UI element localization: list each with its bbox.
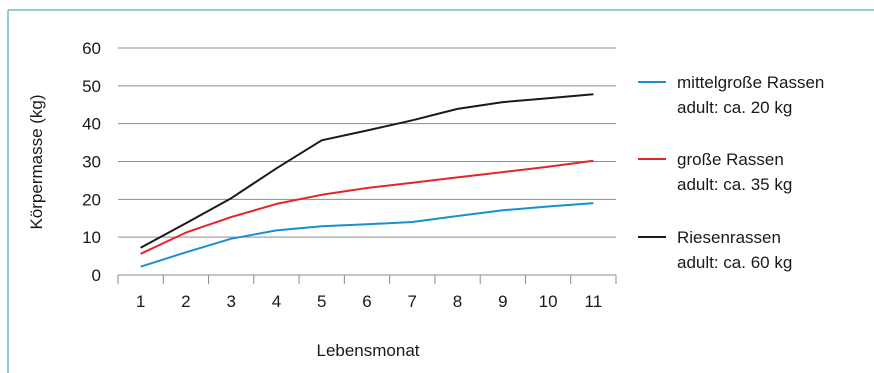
y-tick-label-20: 20 — [82, 190, 101, 209]
series-line-2 — [140, 93, 594, 249]
x-tick-label-8: 8 — [453, 292, 462, 311]
x-tick-label-3: 3 — [226, 292, 235, 311]
series-line-0 — [140, 202, 594, 268]
y-tick-label-30: 30 — [82, 153, 101, 172]
legend: mittelgroße Rassen adult: ca. 20 kg große … — [638, 73, 824, 272]
x-tick-label-11: 11 — [585, 292, 603, 311]
y-tick-label-0: 0 — [92, 266, 101, 285]
x-tick-label-2: 2 — [181, 292, 190, 311]
y-tick-label-10: 10 — [82, 228, 101, 247]
x-tick-label-9: 9 — [498, 292, 507, 311]
legend-label-2: Riesenrassen — [677, 228, 781, 247]
x-tick-label-10: 10 — [539, 292, 558, 311]
y-tick-label-50: 50 — [82, 77, 101, 96]
x-tick-label-4: 4 — [272, 292, 281, 311]
y-axis-label: Körpermasse (kg) — [27, 94, 46, 229]
y-tick-labels: 0 10 20 30 40 50 60 — [82, 39, 101, 285]
series-lines — [140, 93, 594, 268]
legend-label-0: mittelgroße Rassen — [677, 73, 824, 92]
legend-sublabel-2: adult: ca. 60 kg — [677, 253, 792, 272]
x-tick-label-6: 6 — [362, 292, 371, 311]
x-axis-label: Lebensmonat — [316, 341, 419, 360]
series-line-1 — [140, 159, 594, 255]
x-tick-label-5: 5 — [317, 292, 326, 311]
y-tick-label-60: 60 — [82, 39, 101, 58]
x-tick-label-1: 1 — [136, 292, 145, 311]
legend-label-1: große Rassen — [677, 150, 784, 169]
axes — [117, 274, 617, 284]
x-tick-labels: 1 2 3 4 5 6 7 8 9 10 11 — [136, 292, 602, 311]
legend-sublabel-1: adult: ca. 35 kg — [677, 175, 792, 194]
gridlines — [118, 47, 616, 238]
x-tick-label-7: 7 — [408, 292, 417, 311]
legend-sublabel-0: adult: ca. 20 kg — [677, 98, 792, 117]
y-tick-label-40: 40 — [82, 115, 101, 134]
